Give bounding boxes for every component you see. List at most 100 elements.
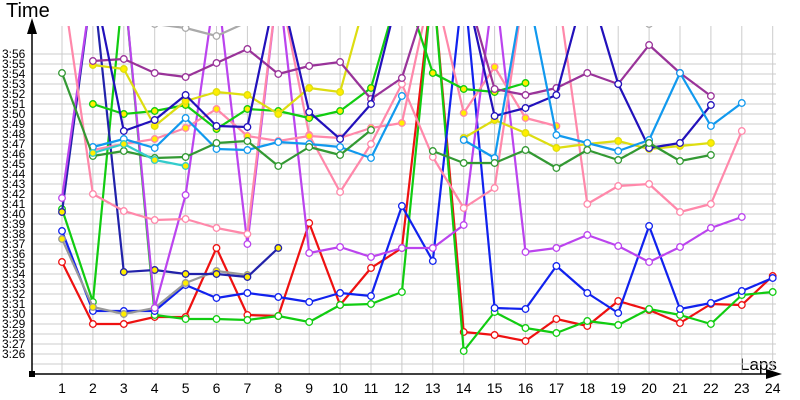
data-point [305, 62, 314, 70]
data-point [737, 213, 746, 221]
data-point [367, 100, 375, 108]
y-tick-label: 3:36 [2, 247, 26, 261]
data-point [737, 99, 746, 107]
x-tick-label: 11 [364, 380, 379, 396]
data-point [305, 108, 314, 116]
data-point [552, 262, 561, 270]
data-point [583, 146, 592, 154]
data-point [459, 347, 468, 355]
series-blue [58, 26, 777, 317]
data-point [150, 304, 159, 312]
y-tick-label: 3:31 [2, 297, 26, 311]
data-point [552, 144, 561, 152]
data-point [521, 129, 530, 137]
data-point [367, 253, 375, 261]
data-point [212, 244, 221, 252]
data-point [243, 146, 252, 154]
data-point [521, 337, 530, 345]
data-point [397, 92, 406, 100]
data-point [212, 105, 221, 113]
data-point [367, 140, 375, 148]
y-tick-label: 3:55 [2, 57, 26, 71]
y-tick-label: 3:45 [2, 157, 26, 171]
data-point [614, 137, 623, 145]
data-point [428, 147, 437, 155]
y-tick-label: 3:54 [2, 67, 26, 81]
data-point [181, 270, 190, 278]
data-point [428, 257, 437, 265]
data-point [768, 274, 777, 282]
data-point [212, 88, 221, 96]
data-point [150, 144, 159, 152]
x-tick-label: 22 [703, 380, 719, 396]
y-tick-label: 3:42 [2, 187, 26, 201]
data-point [150, 116, 159, 124]
data-point [676, 319, 684, 327]
data-point [274, 312, 283, 320]
y-tick-label: 3:34 [2, 267, 26, 281]
data-point [88, 303, 97, 311]
data-point [336, 107, 345, 115]
y-tick-label: 3:52 [2, 87, 26, 101]
y-tick-label: 3:30 [2, 307, 26, 321]
data-point [274, 138, 283, 146]
data-point [490, 159, 499, 167]
data-point [397, 202, 406, 210]
x-tick-label: 7 [244, 380, 252, 396]
x-axis-arrow-icon [766, 369, 782, 379]
series-pink-yellow [88, 26, 561, 154]
data-point [645, 258, 654, 266]
data-point [212, 59, 221, 67]
data-point [119, 310, 128, 318]
x-tick-label: 2 [89, 380, 97, 396]
data-point [706, 200, 715, 208]
y-tick-label: 3:27 [2, 337, 26, 351]
x-tick-label: 4 [151, 380, 159, 396]
data-point [150, 107, 159, 115]
y-axis-ticks: 3:263:273:283:293:303:313:323:333:343:35… [2, 47, 26, 361]
data-point [119, 147, 128, 155]
data-point [336, 58, 345, 66]
data-point [305, 84, 314, 92]
data-point [274, 110, 283, 118]
chart-axes [27, 18, 782, 379]
series-darkgreen [58, 69, 715, 172]
data-point [181, 215, 190, 223]
x-tick-label: 8 [274, 380, 282, 396]
data-point [521, 79, 530, 87]
x-tick-label: 16 [518, 380, 534, 396]
data-point [645, 180, 654, 188]
data-point [614, 242, 623, 250]
data-point [552, 164, 561, 172]
data-point [676, 69, 684, 77]
data-point [676, 139, 684, 147]
data-point [706, 299, 715, 307]
data-point [88, 57, 97, 65]
data-point [243, 289, 252, 297]
data-point [583, 200, 592, 208]
series-darkblue [101, 26, 715, 152]
y-tick-label: 3:50 [2, 107, 26, 121]
data-point [521, 146, 530, 154]
y-tick-label: 3:56 [2, 47, 26, 61]
data-point [521, 248, 530, 256]
y-tick-label: 3:39 [2, 217, 26, 231]
data-point [181, 124, 190, 132]
data-point [521, 104, 530, 112]
data-point [336, 143, 345, 151]
data-point [212, 224, 221, 232]
y-tick-label: 3:28 [2, 327, 26, 341]
x-axis-ticks: 1 2 3 4 5 6 7 8 9 10 11 12 13 14 15 16 17 18 19 20 21 22 23 24 [58, 380, 781, 396]
data-point [243, 230, 252, 238]
x-tick-label: 20 [641, 380, 657, 396]
data-point [459, 109, 468, 117]
data-point [645, 26, 653, 28]
origin-marker [29, 371, 35, 377]
data-point [583, 231, 592, 239]
data-point [150, 69, 159, 77]
data-point [336, 151, 345, 159]
x-tick-label: 3 [120, 380, 128, 396]
data-point [459, 159, 468, 167]
data-point [397, 288, 406, 296]
data-point [614, 156, 623, 164]
